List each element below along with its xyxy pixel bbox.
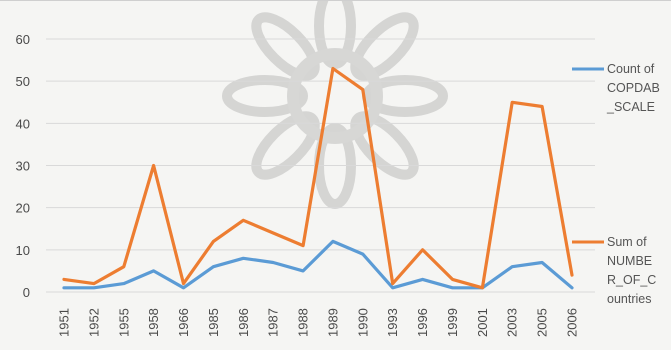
legend-label-2: Sum of xyxy=(607,235,647,249)
x-tick-label: 2006 xyxy=(565,308,580,337)
x-tick-label: 1996 xyxy=(415,308,430,337)
watermark-petal xyxy=(314,1,356,69)
x-tick-label: 1987 xyxy=(266,308,281,337)
x-tick-label: 2001 xyxy=(475,308,490,337)
legend-label-1: _SCALE xyxy=(606,100,655,114)
y-axis: 0 10 20 30 40 50 60 xyxy=(16,32,30,300)
x-tick-label: 1952 xyxy=(86,308,101,337)
x-tick-label: 1986 xyxy=(236,308,251,337)
y-tick-label: 60 xyxy=(16,32,30,47)
x-tick-label: 2005 xyxy=(535,308,550,337)
watermark-petal xyxy=(350,111,419,180)
legend-label-1: Count of xyxy=(607,62,655,76)
watermark-petal xyxy=(251,12,320,81)
legend-label-1: COPDAB xyxy=(607,81,660,95)
legend-label-2: NUMBE xyxy=(607,254,652,268)
legend: Count of COPDAB _SCALE Sum of NUMBE R_OF_Coun… xyxy=(572,62,660,306)
y-tick-label: 30 xyxy=(16,159,30,174)
x-tick-label: 1985 xyxy=(206,308,221,337)
x-tick-label: 1955 xyxy=(116,308,131,337)
series-line-1 xyxy=(62,239,574,290)
y-tick-label: 50 xyxy=(16,74,30,89)
legend-label-2: ountries xyxy=(607,292,651,306)
series-line-2 xyxy=(62,66,574,290)
watermark-ring xyxy=(287,48,383,144)
legend-label-2: R_OF_C xyxy=(607,273,656,287)
x-tick-label: 1951 xyxy=(57,308,72,337)
x-tick-label: 1999 xyxy=(445,308,460,337)
watermark-petal xyxy=(251,111,320,180)
y-tick-label: 0 xyxy=(23,285,30,300)
y-tick-label: 10 xyxy=(16,243,30,258)
watermark-petal xyxy=(222,75,308,117)
watermark-petal xyxy=(350,12,419,81)
x-tick-label: 1993 xyxy=(385,308,400,337)
watermark-emblem xyxy=(222,1,448,209)
x-tick-label: 1989 xyxy=(325,308,340,337)
series-lines xyxy=(62,66,574,290)
x-tick-label: 1988 xyxy=(296,308,311,337)
watermark-petal xyxy=(362,75,448,117)
x-tick-label: 1958 xyxy=(146,308,161,337)
x-tick-label: 2003 xyxy=(505,308,520,337)
y-tick-label: 20 xyxy=(16,201,30,216)
x-tick-label: 1966 xyxy=(176,308,191,337)
x-axis: 1951 1952 1955 1958 1966 1985 1986 1987 1988 1989… xyxy=(57,308,580,337)
y-tick-label: 40 xyxy=(16,116,30,131)
x-tick-label: 1990 xyxy=(355,308,370,337)
